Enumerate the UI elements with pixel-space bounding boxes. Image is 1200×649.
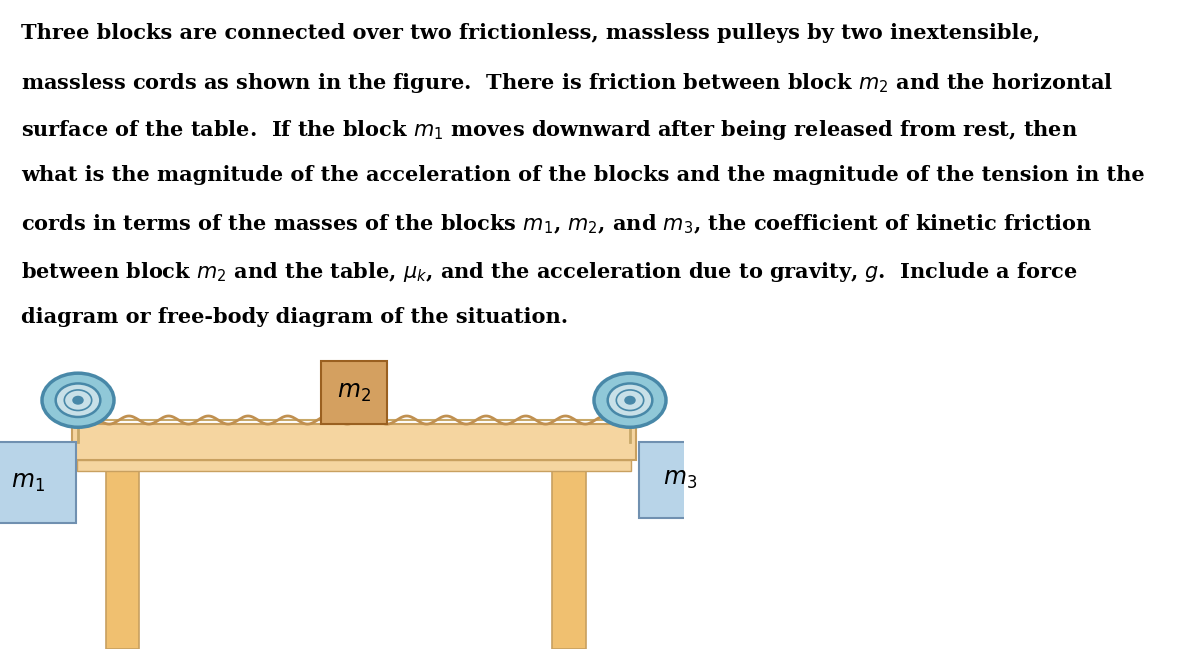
Text: $m_3$: $m_3$ (664, 469, 697, 491)
Text: what is the magnitude of the acceleration of the blocks and the magnitude of the: what is the magnitude of the acceleratio… (22, 165, 1145, 186)
Circle shape (73, 397, 83, 404)
Circle shape (42, 373, 114, 427)
Text: cords in terms of the masses of the blocks $m_1$, $m_2$, and $m_3$, the coeffici: cords in terms of the masses of the bloc… (22, 213, 1093, 236)
Circle shape (607, 384, 653, 417)
Circle shape (625, 397, 635, 404)
Text: Three blocks are connected over two frictionless, massless pulleys by two inexte: Three blocks are connected over two fric… (22, 23, 1040, 43)
Text: $m_1$: $m_1$ (11, 471, 44, 494)
Text: between block $m_2$ and the table, $\mu_k$, and the acceleration due to gravity,: between block $m_2$ and the table, $\mu_… (22, 260, 1078, 284)
Bar (0, 442, 76, 523)
Circle shape (55, 384, 101, 417)
Bar (552, 471, 586, 649)
Bar (72, 424, 636, 459)
Bar (638, 442, 716, 519)
Bar (106, 471, 139, 649)
Text: diagram or free-body diagram of the situation.: diagram or free-body diagram of the situ… (22, 308, 569, 327)
Text: $m_2$: $m_2$ (337, 380, 371, 404)
Bar (320, 361, 386, 424)
Bar (77, 459, 631, 471)
Circle shape (594, 373, 666, 427)
Text: surface of the table.  If the block $m_1$ moves downward after being released fr: surface of the table. If the block $m_1$… (22, 118, 1079, 142)
Text: massless cords as shown in the figure.  There is friction between block $m_2$ an: massless cords as shown in the figure. T… (22, 71, 1114, 95)
